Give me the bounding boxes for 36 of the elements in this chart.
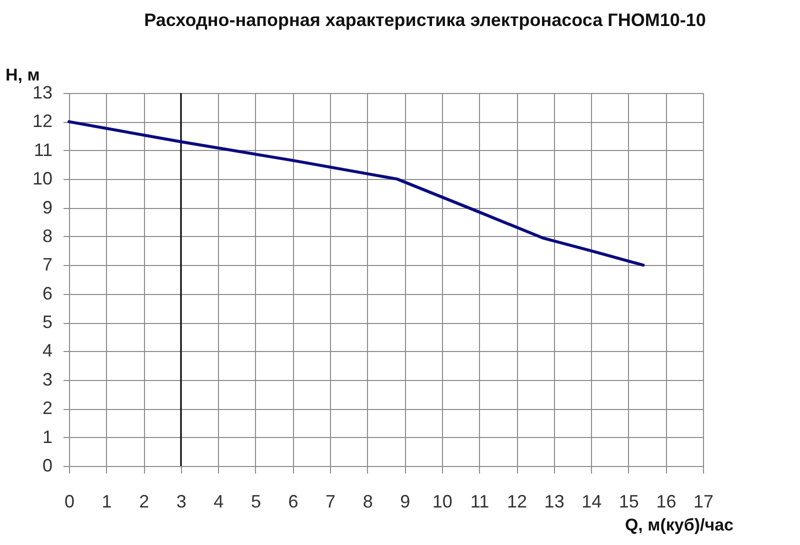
x-tick-label: 11 [470,492,490,512]
x-tick-label: 15 [618,492,639,512]
x-tick-label: 10 [432,492,452,512]
y-tick-label: 5 [42,312,52,332]
y-axis-title: H, м [6,66,40,84]
y-tick-label: 6 [42,283,52,304]
x-tick-label: 9 [400,492,410,512]
x-tick-label: 2 [139,492,150,512]
x-tick-label: 3 [176,492,186,512]
x-tick-label: 4 [214,492,224,512]
y-tick-label: 3 [42,369,52,390]
x-tick-label: 6 [288,492,298,512]
y-tick-label: 7 [42,254,52,275]
y-tick-label: 2 [42,398,52,418]
y-tick-label: 0 [42,456,52,476]
y-tick-label: 12 [32,111,52,132]
x-tick-label: 8 [362,492,373,512]
x-tick-label: 17 [693,492,714,512]
x-tick-label: 16 [656,492,676,512]
y-tick-label: 8 [42,226,52,246]
x-tick-label: 5 [250,492,261,512]
x-tick-label: 12 [507,492,528,512]
x-axis-title: Q, м(куб)/час [624,516,734,534]
x-tick-label: 7 [326,492,336,512]
chart-title: Расходно-напорная характеристика электронасоса ГНОМ10-10 [144,10,706,30]
line-series [68,120,645,267]
x-tick-label: 13 [544,492,564,512]
y-tick-label: 9 [42,197,52,218]
x-tick-label: 1 [102,492,112,512]
x-tick-label: 14 [582,492,602,512]
y-tick-label: 10 [32,168,52,189]
y-tick-label: 11 [34,140,52,160]
y-tick-label: 4 [42,340,52,361]
x-tick-label: 0 [64,492,75,512]
y-tick-label: 13 [32,82,52,102]
y-tick-label: 1 [42,426,52,447]
